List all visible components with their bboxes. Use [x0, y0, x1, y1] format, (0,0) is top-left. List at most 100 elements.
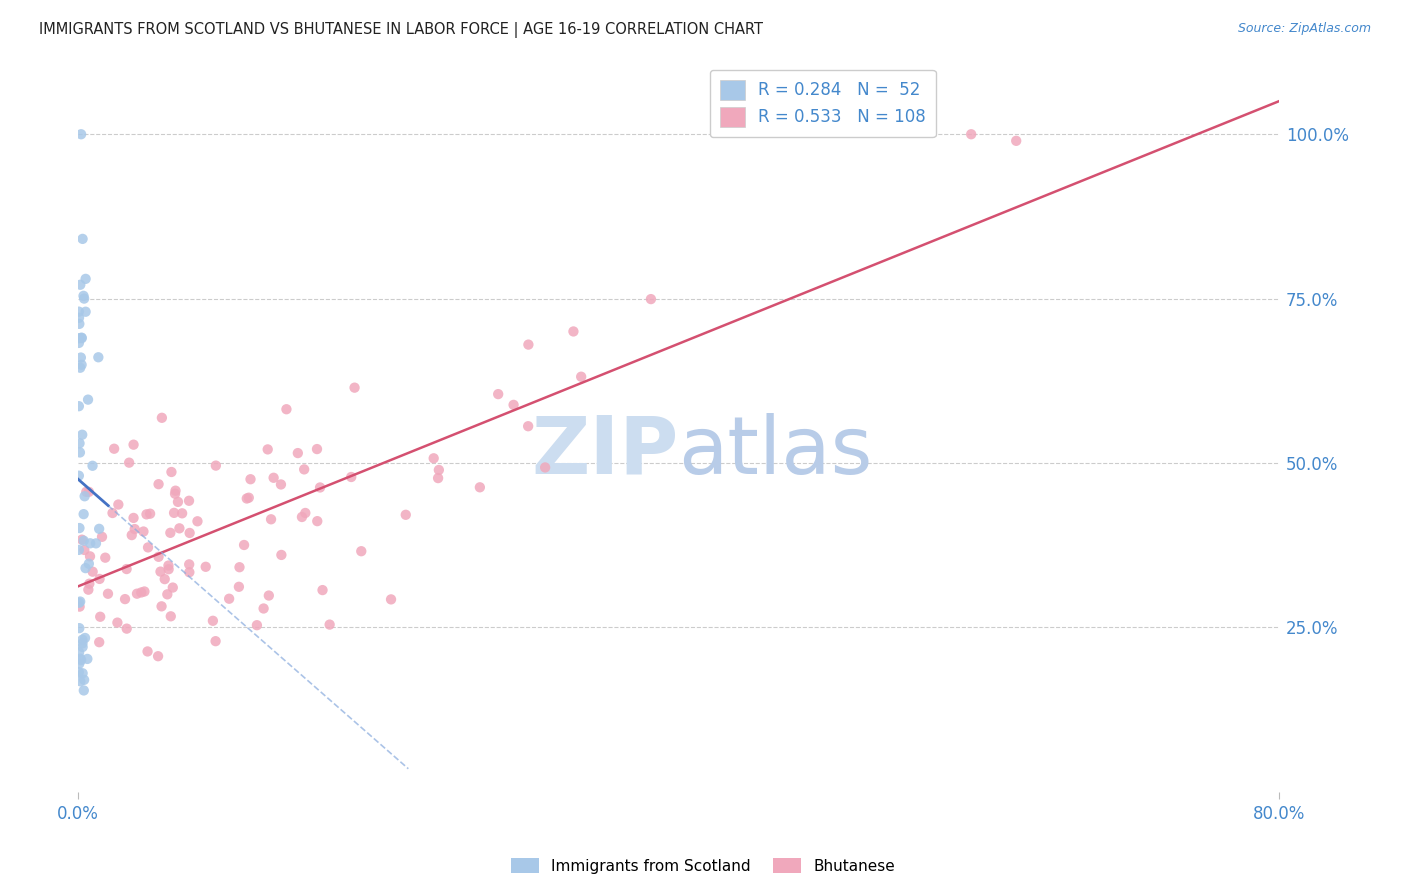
Point	[69, 674, 91, 689]
Point	[228, 580, 250, 594]
Point	[340, 470, 363, 484]
Point	[77, 557, 100, 571]
Point	[194, 559, 217, 574]
Point	[82, 458, 104, 473]
Point	[75, 304, 97, 318]
Point	[239, 472, 262, 486]
Point	[77, 582, 100, 597]
Point	[70, 331, 93, 345]
Point	[67, 304, 90, 318]
Point	[165, 483, 187, 498]
Point	[72, 632, 94, 647]
Point	[1005, 134, 1028, 148]
Point	[72, 507, 94, 521]
Point	[205, 458, 228, 473]
Point	[79, 536, 101, 550]
Point	[69, 594, 91, 608]
Point	[122, 438, 145, 452]
Point	[307, 514, 329, 528]
Point	[91, 530, 114, 544]
Point	[67, 468, 90, 483]
Legend: Immigrants from Scotland, Bhutanese: Immigrants from Scotland, Bhutanese	[505, 852, 901, 880]
Point	[163, 506, 186, 520]
Point	[139, 507, 162, 521]
Point	[67, 645, 90, 659]
Point	[79, 549, 101, 564]
Point	[148, 477, 170, 491]
Point	[256, 442, 278, 457]
Point	[107, 498, 129, 512]
Point	[246, 618, 269, 632]
Point	[69, 651, 91, 665]
Point	[72, 289, 94, 303]
Point	[77, 392, 100, 407]
Point	[72, 666, 94, 681]
Point	[67, 317, 90, 331]
Point	[84, 536, 107, 550]
Text: Source: ZipAtlas.com: Source: ZipAtlas.com	[1237, 22, 1371, 36]
Point	[75, 484, 97, 499]
Point	[287, 446, 309, 460]
Point	[270, 477, 292, 491]
Point	[562, 325, 585, 339]
Point	[305, 442, 328, 456]
Point	[160, 465, 183, 479]
Point	[427, 463, 450, 477]
Point	[72, 640, 94, 654]
Point	[136, 644, 159, 658]
Point	[118, 456, 141, 470]
Point	[69, 521, 91, 535]
Point	[70, 533, 93, 547]
Point	[569, 369, 592, 384]
Point	[67, 335, 90, 350]
Point	[157, 562, 180, 576]
Point	[165, 487, 187, 501]
Point	[135, 508, 157, 522]
Point	[960, 128, 983, 142]
Point	[238, 491, 260, 505]
Point	[159, 609, 181, 624]
Point	[70, 351, 93, 365]
Point	[468, 480, 491, 494]
Point	[270, 548, 292, 562]
Point	[73, 292, 96, 306]
Point	[153, 572, 176, 586]
Point	[94, 550, 117, 565]
Point	[70, 358, 93, 372]
Point	[146, 649, 169, 664]
Point	[70, 653, 93, 667]
Point	[149, 565, 172, 579]
Point	[186, 514, 208, 528]
Point	[114, 592, 136, 607]
Point	[169, 521, 191, 535]
Point	[69, 599, 91, 614]
Point	[79, 576, 101, 591]
Point	[73, 631, 96, 645]
Point	[72, 636, 94, 650]
Point	[218, 591, 240, 606]
Point	[97, 587, 120, 601]
Point	[177, 493, 200, 508]
Text: ZIP: ZIP	[531, 413, 679, 491]
Point	[395, 508, 418, 522]
Point	[115, 562, 138, 576]
Point	[294, 506, 316, 520]
Point	[350, 544, 373, 558]
Point	[150, 599, 173, 614]
Point	[157, 558, 180, 573]
Point	[517, 419, 540, 434]
Point	[148, 549, 170, 564]
Point	[70, 331, 93, 345]
Point	[67, 399, 90, 413]
Point	[204, 634, 226, 648]
Point	[69, 436, 91, 450]
Point	[73, 543, 96, 558]
Point	[309, 480, 332, 494]
Point	[233, 538, 256, 552]
Point	[162, 581, 184, 595]
Point	[82, 565, 104, 579]
Point	[73, 673, 96, 687]
Point	[172, 506, 194, 520]
Point	[67, 596, 90, 610]
Point	[122, 511, 145, 525]
